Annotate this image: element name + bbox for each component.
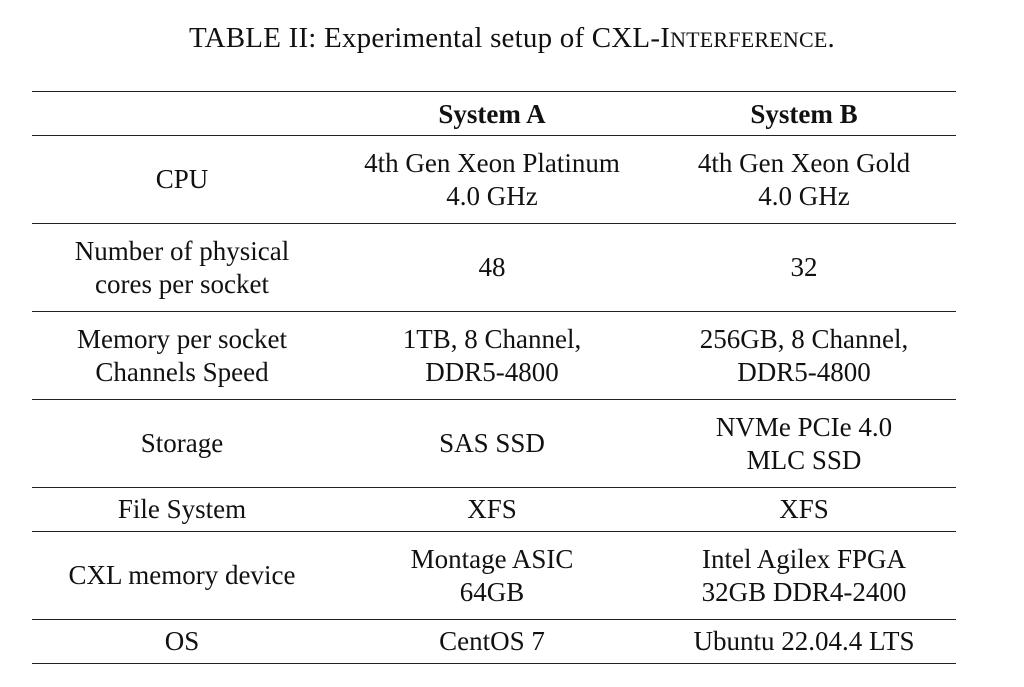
table-header-row: System A System B	[32, 91, 956, 136]
table-row: Number of physical cores per socket 48 32	[32, 224, 956, 312]
cell-line: 256GB, 8 Channel,	[699, 323, 909, 354]
table-row: File System XFS XFS	[32, 488, 956, 532]
row-label-cell: Number of physical cores per socket	[32, 224, 332, 312]
row-label-cell: Memory per socket Channels Speed	[32, 312, 332, 400]
cell-line: CentOS 7	[439, 626, 545, 656]
table-row: CXL memory device Montage ASIC 64GB Intel A…	[32, 532, 956, 620]
system-b-cell: XFS	[652, 488, 956, 532]
system-b-cell: 256GB, 8 Channel, DDR5-4800	[652, 312, 956, 400]
cell-line: 4th Gen Xeon Gold	[697, 147, 911, 178]
row-label-cell: Storage	[32, 400, 332, 488]
cell-line: DDR5-4800	[737, 356, 871, 387]
system-b-cell: Ubuntu 22.04.4 LTS	[652, 620, 956, 664]
cell-line: 4.0 GHz	[446, 180, 538, 211]
system-b-cell: 32	[652, 224, 956, 312]
system-a-cell: Montage ASIC 64GB	[332, 532, 652, 620]
system-b-cell: 4th Gen Xeon Gold 4.0 GHz	[652, 136, 956, 224]
table-caption: TABLE II: Experimental setup of CXL-Inte…	[0, 22, 1024, 55]
caption-prefix: TABLE II: Experimental setup of CXL-	[189, 22, 661, 54]
cell-line: 48	[478, 252, 506, 282]
caption-smallcaps-first: I	[660, 22, 671, 54]
cell-line: 4.0 GHz	[758, 180, 850, 211]
row-label-cell: File System	[32, 488, 332, 532]
cell-line: cores per socket	[95, 268, 269, 299]
row-label-cell: OS	[32, 620, 332, 664]
cell-line: XFS	[467, 494, 517, 524]
system-b-cell: NVMe PCIe 4.0 MLC SSD	[652, 400, 956, 488]
experimental-setup-table: System A System B CPU 4th Gen Xeon Platin…	[32, 91, 956, 664]
system-b-cell: Intel Agilex FPGA 32GB DDR4-2400	[652, 532, 956, 620]
table-row: Memory per socket Channels Speed 1TB, 8 Ch…	[32, 312, 956, 400]
cell-line: File System	[117, 494, 247, 524]
table-row: OS CentOS 7 Ubuntu 22.04.4 LTS	[32, 620, 956, 664]
cell-line: 4th Gen Xeon Platinum	[364, 147, 620, 178]
table-row: Storage SAS SSD NVMe PCIe 4.0 MLC SSD	[32, 400, 956, 488]
cell-line: Storage	[140, 428, 224, 458]
system-a-cell: CentOS 7	[332, 620, 652, 664]
cell-line: CPU	[155, 164, 209, 194]
system-a-cell: 1TB, 8 Channel, DDR5-4800	[332, 312, 652, 400]
cell-line: SAS SSD	[439, 428, 545, 458]
row-label-cell: CXL memory device	[32, 532, 332, 620]
cell-line: Intel Agilex FPGA	[701, 543, 906, 574]
cell-line: XFS	[779, 494, 829, 524]
system-a-cell: SAS SSD	[332, 400, 652, 488]
cell-line: 64GB	[459, 576, 525, 607]
cell-line: Number of physical	[74, 235, 290, 266]
header-cell-empty	[32, 92, 332, 136]
cell-line: MLC SSD	[746, 444, 862, 475]
caption-smallcaps-rest: nterference	[670, 27, 828, 52]
row-label-cell: CPU	[32, 136, 332, 224]
header-cell-system-a: System A	[438, 99, 546, 129]
cell-line: Montage ASIC	[410, 543, 574, 574]
cell-line: Channels Speed	[95, 356, 269, 387]
cell-line: OS	[164, 626, 200, 656]
table-row: CPU 4th Gen Xeon Platinum 4.0 GHz 4th Gen X…	[32, 136, 956, 224]
cell-line: 32	[790, 252, 818, 282]
cell-line: NVMe PCIe 4.0	[715, 411, 893, 442]
system-a-cell: 4th Gen Xeon Platinum 4.0 GHz	[332, 136, 652, 224]
header-cell-system-b: System B	[750, 99, 858, 129]
cell-line: 32GB DDR4-2400	[701, 576, 907, 607]
caption-suffix: .	[827, 22, 835, 54]
cell-line: Memory per socket	[77, 323, 287, 354]
cell-line: DDR5-4800	[425, 356, 559, 387]
cell-line: CXL memory device	[68, 560, 296, 590]
cell-line: Ubuntu 22.04.4 LTS	[693, 626, 915, 656]
cell-line: 1TB, 8 Channel,	[402, 323, 582, 354]
system-a-cell: XFS	[332, 488, 652, 532]
system-a-cell: 48	[332, 224, 652, 312]
